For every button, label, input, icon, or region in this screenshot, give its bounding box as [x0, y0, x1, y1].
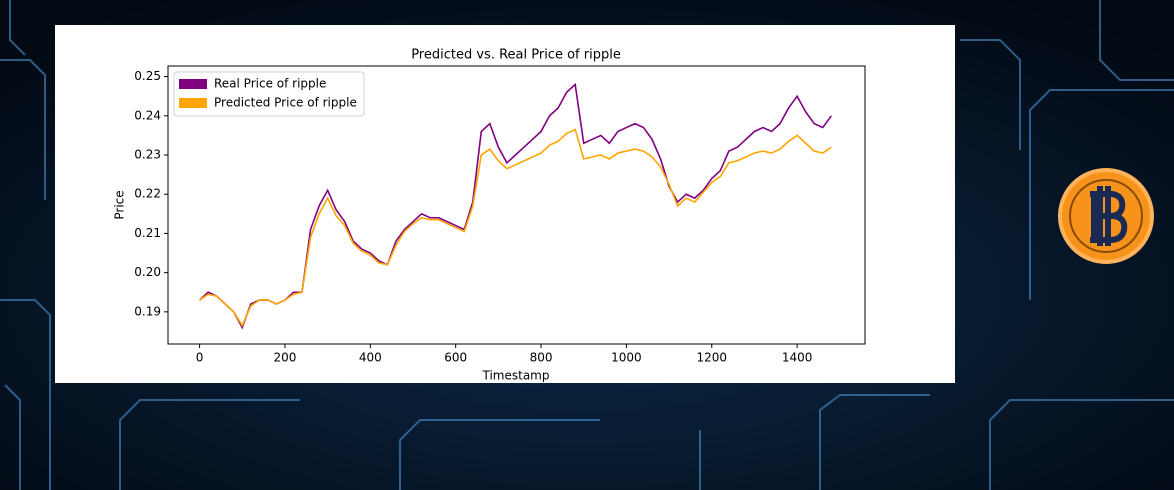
legend-swatch	[179, 79, 207, 89]
x-tick-label: 200	[273, 351, 296, 365]
legend-box	[173, 71, 365, 117]
legend-label: Predicted Price of ripple	[214, 96, 357, 110]
x-tick-label: 600	[444, 351, 467, 365]
x-tick-label: 1200	[696, 351, 727, 365]
plot-frame	[167, 65, 866, 345]
x-tick-label: 400	[359, 351, 382, 365]
x-axis-label: Timestamp	[482, 369, 550, 383]
y-tick-label: 0.21	[134, 226, 161, 240]
y-tick-label: 0.22	[134, 187, 161, 201]
chart-title: Predicted vs. Real Price of ripple	[411, 48, 621, 63]
x-tick-label: 800	[530, 351, 553, 365]
x-tick-label: 1000	[611, 351, 642, 365]
x-tick-label: 0	[196, 351, 204, 365]
y-tick-label: 0.24	[134, 108, 161, 122]
legend-swatch	[179, 98, 207, 108]
y-axis-label: Price	[113, 190, 127, 219]
plot: 0 200 400 600 800 1000 1200 1400 0.19 0.20 0.21 0.2…	[134, 65, 866, 365]
legend-label: Real Price of ripple	[214, 77, 326, 91]
y-tick-label: 0.20	[134, 265, 161, 279]
y-tick-label: 0.19	[134, 304, 161, 318]
bitcoin-icon	[1058, 168, 1154, 264]
y-tick-label: 0.23	[134, 148, 161, 162]
line-series	[199, 128, 832, 328]
x-tick-label: 1400	[782, 351, 813, 365]
y-tick-label: 0.25	[134, 69, 161, 83]
